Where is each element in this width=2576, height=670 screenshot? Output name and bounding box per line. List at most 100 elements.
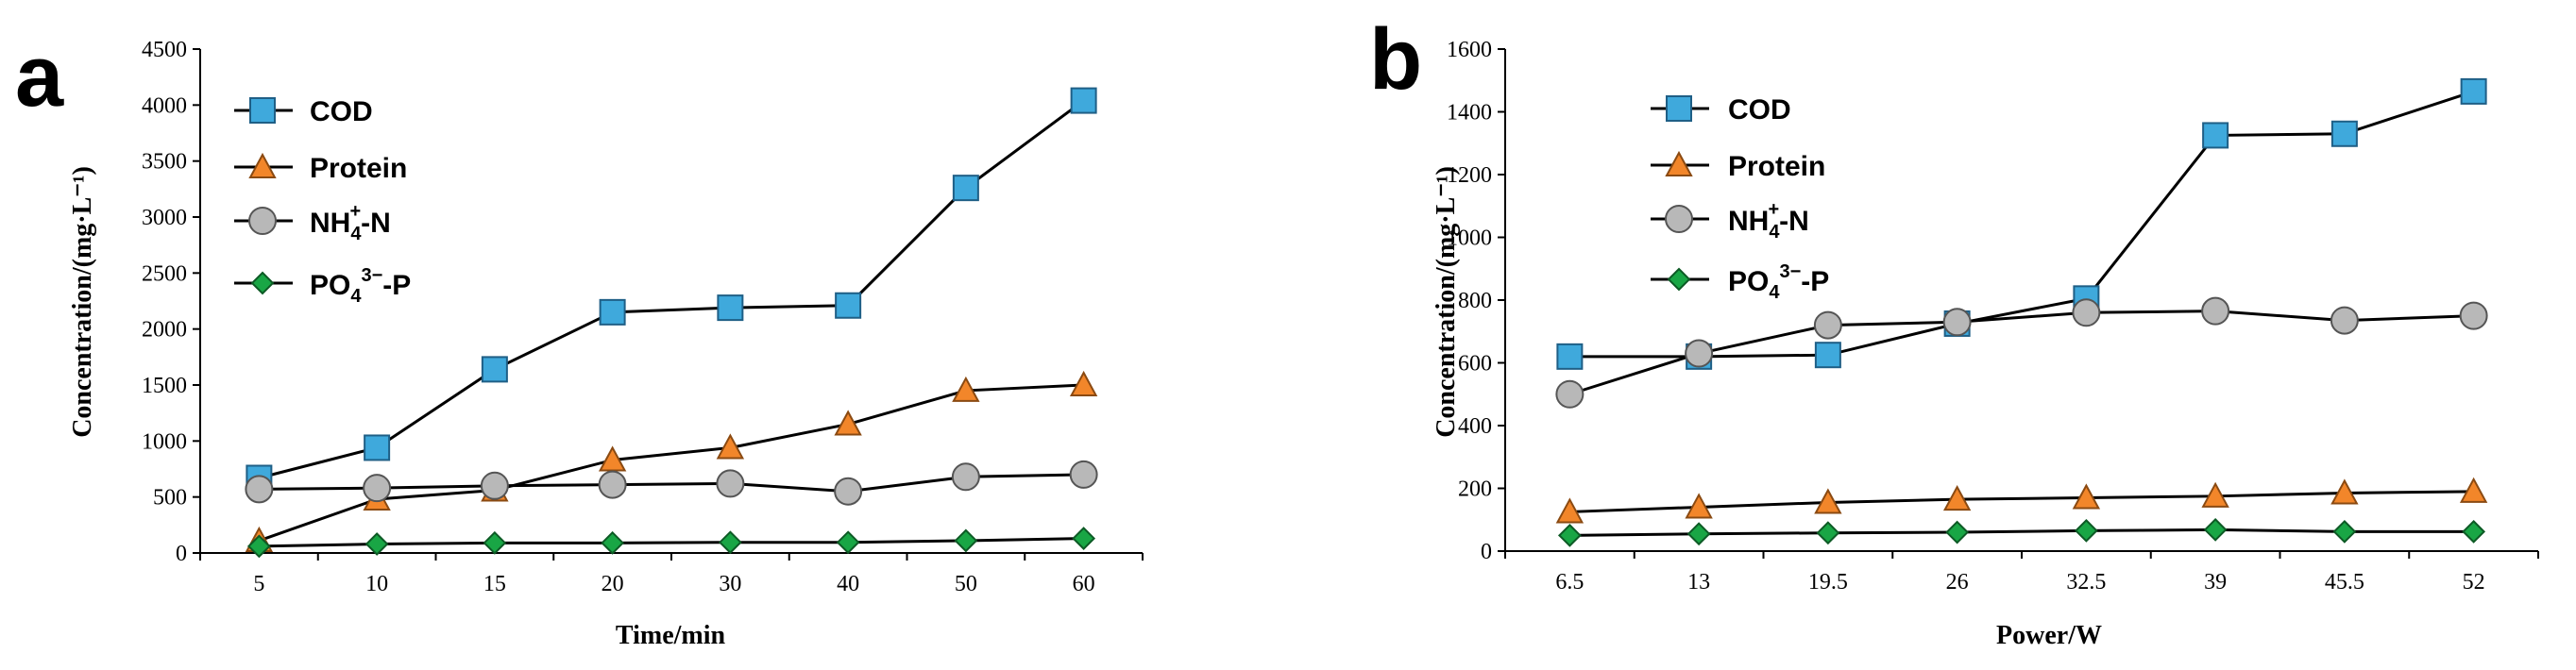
panel-b-point-s3-0 xyxy=(1557,523,1582,547)
panel-a-xtick-label: 20 xyxy=(602,572,624,596)
panel-b-xtick-label: 13 xyxy=(1687,570,1710,595)
panel-b-ytick-label: 200 xyxy=(1458,477,1492,502)
panel-b-point-s3-6 xyxy=(2332,519,2357,544)
legend-marker-po4-b xyxy=(1667,267,1691,292)
panel-b-xlabel: Power/W xyxy=(1996,621,2102,650)
legend-item-cod: COD xyxy=(234,96,373,127)
panel-a-series xyxy=(245,87,1098,559)
panel-a-xtick-label: 15 xyxy=(483,572,506,596)
legend-marker-protein-b xyxy=(1665,150,1693,176)
panel-a-point-s0-5 xyxy=(835,292,862,319)
panel-b-ytick-label: 1200 xyxy=(1447,163,1492,188)
panel-a-point-s2-3 xyxy=(598,470,627,499)
panel-a-point-s0-7 xyxy=(1070,87,1097,114)
panel-b-ytick-label: 0 xyxy=(1481,540,1492,564)
panel-a-legend: COD Protein NH4+-N PO43−-P xyxy=(234,96,411,307)
panel-b-ytick-label: 800 xyxy=(1458,289,1492,313)
panel-a-ytick-label: 2500 xyxy=(142,261,187,286)
panel-a-series-line-3 xyxy=(259,537,1084,548)
panel-a-point-s1-3 xyxy=(598,445,627,472)
panel-a-point-s0-4 xyxy=(717,294,744,322)
panel-b-point-s0-2 xyxy=(1814,342,1841,369)
panel-a-point-s0-1 xyxy=(364,434,391,461)
panel-b-xtick-label: 39 xyxy=(2204,570,2227,595)
panel-b-letter: b xyxy=(1369,11,1422,108)
legend-marker-protein xyxy=(248,152,277,178)
panel-a-ytick-label: 3500 xyxy=(142,150,187,175)
panel-b-series-line-3 xyxy=(1569,528,2474,537)
panel-a-point-s2-0 xyxy=(245,475,274,504)
legend-label-cod: COD xyxy=(310,96,373,127)
panel-b-point-s2-7 xyxy=(2459,301,2488,330)
panel-b-point-s3-2 xyxy=(1816,521,1840,545)
panel-b-point-s1-7 xyxy=(2459,477,2488,503)
legend-marker-nh4-b xyxy=(1665,205,1693,233)
panel-b-point-s1-6 xyxy=(2330,478,2359,505)
panel-b-point-s1-1 xyxy=(1685,493,1713,519)
panel-a-series-line-2 xyxy=(259,473,1084,494)
panel-a-point-s2-6 xyxy=(951,462,980,492)
panel-b-legend: COD Protein NH4+-N PO43−-P xyxy=(1651,94,1829,303)
panel-b-point-s0-7 xyxy=(2460,77,2487,105)
panel-b-point-s3-5 xyxy=(2203,517,2228,542)
panel-b-series-line-0 xyxy=(1569,90,2475,359)
panel-a-point-s2-1 xyxy=(363,474,392,503)
panel-a-xtick-label: 60 xyxy=(1073,572,1095,596)
panel-b-point-s3-3 xyxy=(1945,520,1970,544)
panel-a-point-s3-7 xyxy=(1072,527,1096,550)
panel-a-point-s0-6 xyxy=(952,175,979,202)
panel-b-point-s2-1 xyxy=(1685,339,1714,368)
panel-b-ytick-label: 400 xyxy=(1458,414,1492,439)
legend-label-po4: PO43−-P xyxy=(310,265,411,307)
panel-a-point-s3-0 xyxy=(246,534,271,559)
panel-b-ylabel: Concentration/(mg·L⁻¹) xyxy=(1432,166,1461,438)
legend-label-protein-b: Protein xyxy=(1728,151,1825,182)
panel-b-xtick-label: 19.5 xyxy=(1808,570,1848,595)
panel-b-xtick-label: 26 xyxy=(1946,570,1969,595)
legend-marker-nh4 xyxy=(248,207,277,235)
panel-a-ytick-label: 4500 xyxy=(142,38,187,62)
panel-b-point-s1-5 xyxy=(2201,481,2229,508)
panel-a-ytick-label: 500 xyxy=(153,486,187,511)
panel-a-ytick-label: 4000 xyxy=(142,93,187,118)
legend-label-po4-b: PO43−-P xyxy=(1728,261,1829,303)
panel-a-point-s1-7 xyxy=(1069,370,1098,396)
panel-b-point-s0-6 xyxy=(2330,120,2358,147)
panel-b-series-line-2 xyxy=(1568,310,2474,396)
panel-a-xtick-label: 5 xyxy=(253,572,264,596)
panel-a-point-s3-2 xyxy=(483,530,507,555)
panel-a-point-s3-5 xyxy=(836,530,860,555)
panel-b-point-s3-1 xyxy=(1686,522,1711,546)
legend-item-po4: PO43−-P xyxy=(234,265,411,307)
legend-label-protein: Protein xyxy=(310,153,407,184)
legend-label-nh4: NH4+-N xyxy=(310,201,391,244)
panel-b-series-line-1 xyxy=(1569,490,2474,513)
legend-marker-cod-b xyxy=(1666,95,1692,122)
legend-item-cod-b: COD xyxy=(1651,94,1791,126)
panel-a-point-s3-6 xyxy=(954,528,978,553)
panel-b-point-s3-7 xyxy=(2462,519,2486,544)
legend-item-protein-b: Protein xyxy=(1651,150,1825,182)
panel-b-xtick-label: 32.5 xyxy=(2066,570,2106,595)
legend-label-cod-b: COD xyxy=(1728,94,1791,126)
panel-b-point-s2-5 xyxy=(2201,296,2230,326)
panel-a-xtick-label: 40 xyxy=(837,572,859,596)
panel-a-point-s2-4 xyxy=(716,469,745,498)
panel-a-point-s2-5 xyxy=(834,477,863,506)
panel-b: b 0 200 400 600 800 1000 1200 1400 1600 6.5 13 19.5… xyxy=(1369,11,2539,650)
panel-a-point-s1-6 xyxy=(952,376,980,402)
panel-a-xtick-label: 10 xyxy=(365,572,388,596)
panel-a: a 0 500 1000 1500 2000 2500 3000 3500 4000 4500 5 1… xyxy=(15,28,1144,650)
panel-b-point-s2-0 xyxy=(1555,379,1585,409)
panel-a-ylabel: Concentration/(mg·L⁻¹) xyxy=(68,166,97,438)
panel-a-point-s3-4 xyxy=(718,530,742,555)
panel-b-xtick-label: 6.5 xyxy=(1555,570,1584,595)
panel-a-point-s1-5 xyxy=(834,410,862,436)
panel-b-axes xyxy=(1504,49,2538,552)
panel-b-point-s0-5 xyxy=(2202,122,2229,149)
panel-a-xtick-label: 50 xyxy=(955,572,977,596)
legend-marker-cod xyxy=(249,97,276,124)
panel-b-point-s0-0 xyxy=(1556,343,1584,370)
panel-b-series xyxy=(1555,77,2488,547)
panel-b-point-s1-3 xyxy=(1942,485,1972,511)
